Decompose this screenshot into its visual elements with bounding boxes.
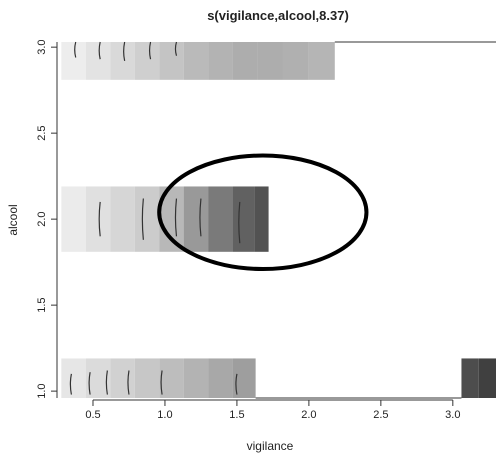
band-cells xyxy=(61,42,496,398)
contour-lines xyxy=(69,41,241,395)
contour-line xyxy=(98,41,101,60)
heatmap-cell xyxy=(308,42,335,80)
heatmap-cell xyxy=(478,358,496,398)
contour-line xyxy=(174,198,178,237)
contour-line xyxy=(98,201,101,237)
contour-line xyxy=(160,370,163,395)
y-tick-label: 1.0 xyxy=(36,383,48,398)
heatmap-cell xyxy=(85,186,111,252)
contour-line xyxy=(141,198,144,240)
heatmap-cell xyxy=(85,42,111,80)
x-tick-label: 2.5 xyxy=(373,409,388,421)
annotation-ellipse xyxy=(157,153,369,272)
contour-line xyxy=(148,41,152,60)
heatmap-cell xyxy=(159,42,184,80)
contour-line xyxy=(174,41,178,56)
heatmap-cell xyxy=(208,186,233,252)
heatmap-cell xyxy=(183,42,209,80)
y-axis: 1.0 1.5 2.0 2.5 3.0 xyxy=(36,40,57,399)
contour-line xyxy=(105,370,108,395)
heatmap-cell xyxy=(183,358,209,398)
heatmap-cell xyxy=(134,358,160,398)
x-tick-label: 1.5 xyxy=(229,409,244,421)
heatmap-cell xyxy=(208,42,233,80)
heatmap-cell xyxy=(232,186,255,252)
y-axis-label: alcool xyxy=(6,204,20,235)
contour-line xyxy=(88,372,91,395)
heatmap-cell xyxy=(159,358,184,398)
heatmap-cell xyxy=(282,42,309,80)
contour-line xyxy=(123,41,126,62)
x-tick-label: 2.0 xyxy=(301,409,316,421)
x-tick-label: 3.0 xyxy=(445,409,460,421)
contour-line xyxy=(199,198,202,237)
x-axis-label: vigilance xyxy=(247,439,294,453)
contour-line xyxy=(127,370,130,395)
contour-line xyxy=(235,373,238,395)
x-tick-label: 0.5 xyxy=(85,409,100,421)
chart-title: s(vigilance,alcool,8.37) xyxy=(207,8,349,23)
heatmap-cell xyxy=(110,358,135,398)
heatmap-cell xyxy=(134,42,160,80)
contour-line xyxy=(74,41,77,58)
heatmap-cell xyxy=(134,186,160,252)
y-tick-label: 2.0 xyxy=(36,211,48,226)
plot-borders xyxy=(56,41,496,399)
heatmap-cell xyxy=(61,186,86,252)
y-tick-label: 3.0 xyxy=(36,40,48,55)
heatmap-cell xyxy=(183,186,209,252)
contour-line xyxy=(238,201,241,244)
heatmap-cell xyxy=(232,42,258,80)
heatmap-cell xyxy=(461,358,479,398)
heatmap-cell xyxy=(61,358,86,398)
contour-line xyxy=(69,373,72,395)
y-tick-label: 1.5 xyxy=(36,297,48,312)
heatmap-cell xyxy=(232,358,256,398)
heatmap-cell xyxy=(208,358,233,398)
x-tick-label: 1.0 xyxy=(157,409,172,421)
heatmap-cell xyxy=(61,42,86,80)
y-tick-label: 2.5 xyxy=(36,126,48,141)
heatmap-cell xyxy=(257,42,283,80)
heatmap-cell xyxy=(110,42,135,80)
heatmap-cell xyxy=(254,186,269,252)
heatmap-cell xyxy=(110,186,135,252)
x-axis: 0.5 1.0 1.5 2.0 2.5 3.0 xyxy=(85,399,460,421)
